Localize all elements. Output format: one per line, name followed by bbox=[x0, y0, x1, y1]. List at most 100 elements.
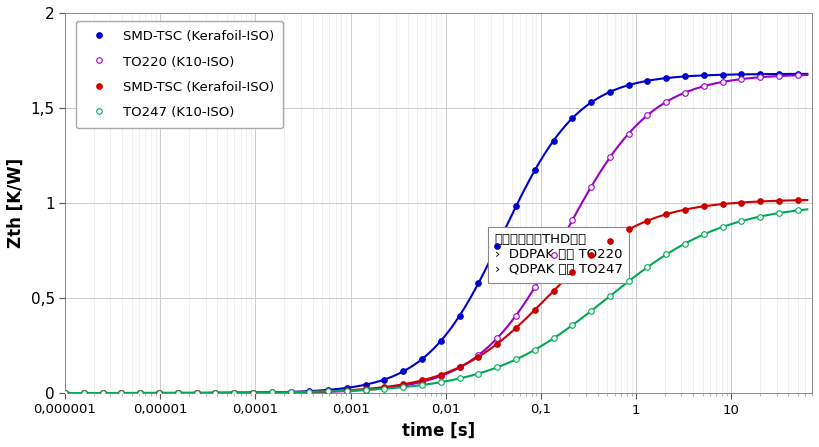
TO247 (K10-ISO) bbox=[97, 390, 107, 396]
TO220 (K10-ISO) bbox=[680, 90, 690, 95]
TO247 (K10-ISO) bbox=[79, 390, 88, 396]
SMD-TSC (Kerafoil-ISO) bbox=[586, 100, 596, 105]
TO247 (K10-ISO) bbox=[699, 232, 708, 237]
SMD-TSC (Kerafoil-ISO) bbox=[116, 390, 126, 396]
Line: SMD-TSC (Kerafoil-ISO): SMD-TSC (Kerafoil-ISO) bbox=[62, 71, 800, 396]
TO220 (K10-ISO) bbox=[398, 383, 408, 388]
TO247 (K10-ISO) bbox=[473, 371, 483, 376]
SMD-TSC (Kerafoil-ISO) bbox=[248, 390, 258, 396]
SMD-TSC (Kerafoil-ISO) bbox=[79, 390, 88, 396]
TO220 (K10-ISO) bbox=[492, 335, 502, 341]
SMD-TSC (Kerafoil-ISO) bbox=[624, 227, 634, 232]
TO220 (K10-ISO) bbox=[324, 389, 333, 394]
TO220 (K10-ISO) bbox=[662, 99, 672, 105]
SMD-TSC (Kerafoil-ISO) bbox=[530, 307, 540, 312]
TO220 (K10-ISO) bbox=[455, 365, 464, 370]
TO247 (K10-ISO) bbox=[586, 308, 596, 314]
SMD-TSC (Kerafoil-ISO) bbox=[492, 341, 502, 346]
SMD-TSC (Kerafoil-ISO) bbox=[324, 387, 333, 392]
SMD-TSC (Kerafoil-ISO) bbox=[624, 82, 634, 88]
TO220 (K10-ISO) bbox=[417, 379, 427, 384]
TO247 (K10-ISO) bbox=[116, 390, 126, 396]
TO247 (K10-ISO) bbox=[736, 219, 746, 224]
SMD-TSC (Kerafoil-ISO) bbox=[60, 390, 70, 396]
TO220 (K10-ISO) bbox=[624, 131, 634, 136]
SMD-TSC (Kerafoil-ISO) bbox=[398, 382, 408, 387]
SMD-TSC (Kerafoil-ISO) bbox=[605, 89, 615, 95]
SMD-TSC (Kerafoil-ISO) bbox=[699, 204, 708, 209]
SMD-TSC (Kerafoil-ISO) bbox=[755, 199, 765, 204]
TO220 (K10-ISO) bbox=[360, 387, 370, 392]
TO220 (K10-ISO) bbox=[793, 72, 803, 78]
TO247 (K10-ISO) bbox=[755, 214, 765, 219]
SMD-TSC (Kerafoil-ISO) bbox=[324, 388, 333, 394]
TO220 (K10-ISO) bbox=[286, 390, 296, 395]
TO247 (K10-ISO) bbox=[286, 389, 296, 395]
SMD-TSC (Kerafoil-ISO) bbox=[755, 72, 765, 77]
SMD-TSC (Kerafoil-ISO) bbox=[549, 288, 559, 294]
TO220 (K10-ISO) bbox=[586, 184, 596, 190]
TO220 (K10-ISO) bbox=[379, 386, 389, 391]
SMD-TSC (Kerafoil-ISO) bbox=[79, 390, 88, 396]
TO247 (K10-ISO) bbox=[605, 293, 615, 299]
SMD-TSC (Kerafoil-ISO) bbox=[135, 390, 145, 396]
Legend: SMD-TSC (Kerafoil-ISO), TO220 (K10-ISO), SMD-TSC (Kerafoil-ISO), TO247 (K10-ISO): SMD-TSC (Kerafoil-ISO), TO220 (K10-ISO),… bbox=[76, 21, 283, 128]
TO220 (K10-ISO) bbox=[305, 389, 314, 395]
TO220 (K10-ISO) bbox=[511, 313, 521, 318]
SMD-TSC (Kerafoil-ISO) bbox=[116, 390, 126, 396]
SMD-TSC (Kerafoil-ISO) bbox=[436, 372, 446, 377]
SMD-TSC (Kerafoil-ISO) bbox=[154, 390, 164, 396]
SMD-TSC (Kerafoil-ISO) bbox=[360, 382, 370, 388]
TO247 (K10-ISO) bbox=[455, 376, 464, 381]
TO247 (K10-ISO) bbox=[210, 390, 220, 396]
SMD-TSC (Kerafoil-ISO) bbox=[717, 72, 727, 77]
TO247 (K10-ISO) bbox=[436, 380, 446, 385]
SMD-TSC (Kerafoil-ISO) bbox=[568, 115, 577, 121]
TO247 (K10-ISO) bbox=[511, 357, 521, 362]
SMD-TSC (Kerafoil-ISO) bbox=[699, 73, 708, 78]
SMD-TSC (Kerafoil-ISO) bbox=[286, 389, 296, 395]
SMD-TSC (Kerafoil-ISO) bbox=[267, 390, 277, 395]
Line: TO220 (K10-ISO): TO220 (K10-ISO) bbox=[62, 72, 800, 396]
SMD-TSC (Kerafoil-ISO) bbox=[379, 384, 389, 390]
TO220 (K10-ISO) bbox=[116, 390, 126, 396]
TO247 (K10-ISO) bbox=[154, 390, 164, 396]
TO247 (K10-ISO) bbox=[248, 390, 258, 395]
SMD-TSC (Kerafoil-ISO) bbox=[60, 390, 70, 396]
SMD-TSC (Kerafoil-ISO) bbox=[97, 390, 107, 396]
SMD-TSC (Kerafoil-ISO) bbox=[248, 390, 258, 395]
SMD-TSC (Kerafoil-ISO) bbox=[473, 281, 483, 286]
SMD-TSC (Kerafoil-ISO) bbox=[530, 168, 540, 173]
SMD-TSC (Kerafoil-ISO) bbox=[549, 138, 559, 143]
TO220 (K10-ISO) bbox=[549, 252, 559, 257]
SMD-TSC (Kerafoil-ISO) bbox=[210, 390, 220, 396]
TO247 (K10-ISO) bbox=[135, 390, 145, 396]
TO247 (K10-ISO) bbox=[624, 278, 634, 284]
TO247 (K10-ISO) bbox=[173, 390, 183, 396]
SMD-TSC (Kerafoil-ISO) bbox=[173, 390, 183, 396]
SMD-TSC (Kerafoil-ISO) bbox=[379, 377, 389, 382]
TO247 (K10-ISO) bbox=[342, 388, 352, 393]
SMD-TSC (Kerafoil-ISO) bbox=[229, 390, 239, 396]
SMD-TSC (Kerafoil-ISO) bbox=[793, 71, 803, 76]
SMD-TSC (Kerafoil-ISO) bbox=[192, 390, 201, 396]
SMD-TSC (Kerafoil-ISO) bbox=[97, 390, 107, 396]
SMD-TSC (Kerafoil-ISO) bbox=[305, 389, 314, 395]
SMD-TSC (Kerafoil-ISO) bbox=[643, 78, 653, 84]
TO247 (K10-ISO) bbox=[305, 389, 314, 395]
SMD-TSC (Kerafoil-ISO) bbox=[736, 200, 746, 205]
TO220 (K10-ISO) bbox=[229, 390, 239, 396]
SMD-TSC (Kerafoil-ISO) bbox=[286, 389, 296, 395]
TO220 (K10-ISO) bbox=[530, 285, 540, 290]
TO220 (K10-ISO) bbox=[210, 390, 220, 396]
TO247 (K10-ISO) bbox=[680, 241, 690, 246]
SMD-TSC (Kerafoil-ISO) bbox=[342, 388, 352, 393]
TO247 (K10-ISO) bbox=[417, 382, 427, 388]
SMD-TSC (Kerafoil-ISO) bbox=[774, 198, 784, 203]
TO220 (K10-ISO) bbox=[473, 353, 483, 358]
TO247 (K10-ISO) bbox=[549, 336, 559, 341]
SMD-TSC (Kerafoil-ISO) bbox=[305, 388, 314, 394]
TO247 (K10-ISO) bbox=[192, 390, 201, 396]
TO247 (K10-ISO) bbox=[492, 365, 502, 370]
TO220 (K10-ISO) bbox=[436, 373, 446, 379]
